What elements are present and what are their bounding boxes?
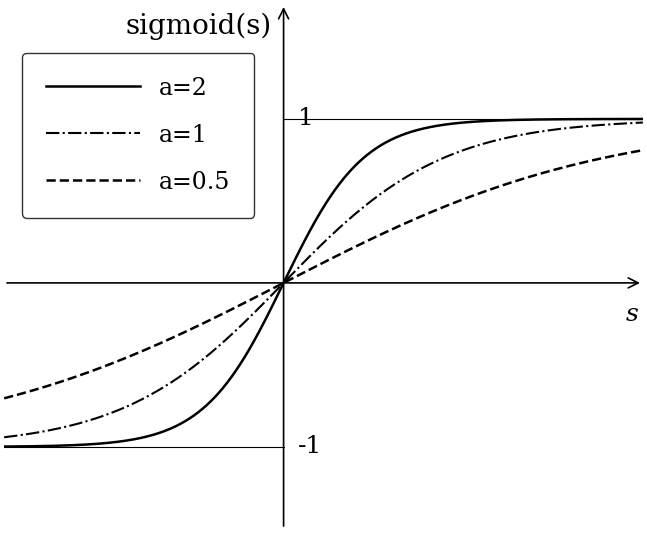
- Text: 1: 1: [298, 108, 314, 131]
- Text: s: s: [626, 303, 639, 326]
- Text: -1: -1: [298, 435, 322, 458]
- Text: sigmoid(s): sigmoid(s): [126, 12, 272, 40]
- Legend: a=2, a=1, a=0.5: a=2, a=1, a=0.5: [23, 53, 254, 218]
